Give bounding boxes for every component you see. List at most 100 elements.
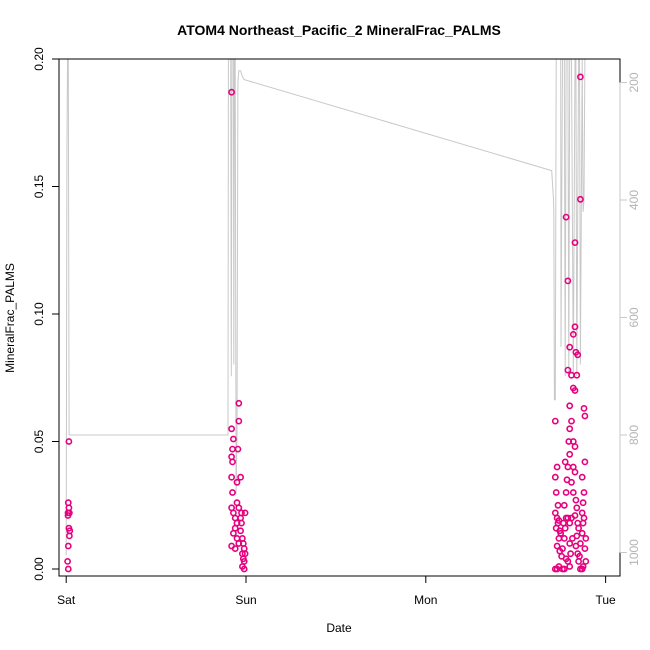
data-point (575, 558, 582, 565)
x-axis-label: Date (326, 621, 352, 635)
y-axis: 0.00 0.05 0.10 0.15 0.20 (32, 47, 60, 581)
data-point (567, 550, 574, 558)
data-point (238, 509, 245, 517)
data-point (234, 445, 242, 453)
data-point (566, 402, 574, 410)
data-point (566, 425, 574, 433)
data-point (581, 458, 589, 466)
data-point (575, 524, 582, 532)
data-point (552, 489, 560, 496)
data-point (564, 277, 572, 285)
data-point (229, 458, 236, 466)
data-point (228, 473, 235, 481)
data-point (551, 473, 559, 481)
y-tick-label: 0.20 (32, 47, 46, 71)
data-point (571, 323, 579, 331)
data-point (228, 88, 235, 96)
data-point (571, 239, 579, 246)
data-point (578, 529, 586, 537)
data-point (574, 519, 582, 527)
y-tick-label: 0.05 (32, 429, 46, 453)
data-point (229, 529, 237, 537)
data-point (235, 417, 243, 425)
data-point (64, 512, 72, 519)
data-point (580, 489, 588, 496)
data-point (562, 213, 570, 221)
data-point (64, 542, 72, 550)
data-point (581, 545, 589, 552)
y-axis-label: MineralFrac_PALMS (3, 263, 17, 373)
data-point (237, 527, 244, 535)
data-point (64, 565, 72, 573)
data-point (566, 343, 574, 351)
y-tick-label: 0.00 (32, 557, 46, 581)
data-point (229, 435, 237, 443)
data-point (568, 371, 575, 379)
data-point (566, 563, 574, 570)
x-axis: Sat Sun Mon Tue (57, 575, 616, 607)
data-point (238, 535, 246, 542)
data-point (554, 501, 562, 509)
data-point (573, 371, 581, 379)
data-point (555, 535, 563, 542)
data-point (569, 489, 577, 496)
plot-area-frame (58, 58, 621, 577)
data-point (237, 514, 244, 522)
data-point (241, 550, 249, 558)
pressure-line-layer (65, 58, 588, 556)
data-point (579, 563, 587, 570)
data-point (228, 542, 235, 550)
data-point (576, 552, 583, 560)
right-y-axis: 200 400 600 800 1000 (619, 72, 641, 566)
data-point (582, 558, 590, 565)
data-point (581, 412, 589, 420)
data-point (573, 504, 581, 512)
x-tick-label: Tue (595, 593, 616, 607)
data-point (235, 399, 243, 407)
data-point (240, 565, 248, 573)
data-point (64, 558, 71, 565)
right-tick-label: 800 (627, 425, 641, 445)
data-point (564, 366, 572, 374)
data-point (568, 514, 575, 522)
x-tick-label: Sat (57, 593, 76, 607)
data-point (578, 473, 586, 481)
data-point (580, 514, 588, 522)
data-point (233, 478, 241, 486)
data-point (579, 519, 587, 527)
data-point (562, 489, 570, 496)
y-tick-label: 0.15 (32, 174, 46, 198)
data-point (241, 509, 249, 517)
data-point (572, 496, 580, 504)
data-point (574, 351, 582, 359)
data-point (568, 478, 575, 486)
data-point (577, 540, 584, 547)
data-point (569, 330, 577, 338)
data-point (553, 542, 561, 550)
data-point (66, 532, 73, 540)
data-point (239, 540, 247, 547)
data-point (235, 504, 243, 512)
x-tick-label: Mon (414, 593, 437, 607)
data-point (229, 489, 236, 496)
data-point (580, 404, 588, 412)
data-point (571, 387, 579, 394)
data-point (561, 524, 569, 532)
data-point (566, 450, 574, 458)
data-point (229, 445, 236, 453)
x-tick-label: Sun (235, 593, 256, 607)
data-point (228, 425, 235, 433)
data-point (562, 555, 570, 563)
data-point (568, 417, 575, 425)
y-tick-label: 0.10 (32, 302, 46, 326)
data-point (577, 195, 584, 203)
data-points-layer (64, 73, 590, 573)
data-point (553, 463, 561, 471)
data-point (237, 473, 244, 481)
data-point (577, 73, 584, 81)
right-tick-label: 1000 (627, 539, 641, 566)
data-point (566, 540, 574, 547)
data-point (560, 501, 568, 509)
data-point (569, 535, 576, 542)
data-point (559, 545, 566, 552)
